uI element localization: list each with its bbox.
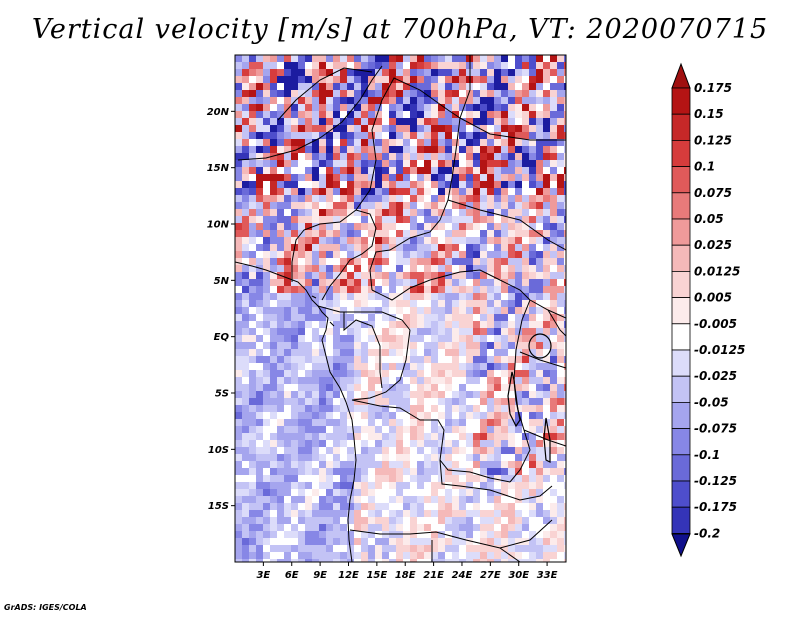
- chad-border: [355, 77, 461, 291]
- lat-tick-label: 15N: [207, 163, 230, 174]
- colorbar-label: 0.175: [694, 81, 732, 95]
- colorbar-box: [671, 166, 691, 194]
- colorbar-box: [671, 349, 691, 377]
- colorbar-box: [671, 270, 691, 298]
- map-frame: [234, 54, 567, 563]
- lon-tick-label: 3E: [256, 570, 270, 581]
- west-africa-coastline: [235, 261, 357, 562]
- colorbar-box: [671, 323, 691, 351]
- colorbar-label: 0.075: [694, 186, 732, 200]
- colorbar-label: 0.005: [694, 291, 732, 305]
- country-borders: [235, 55, 566, 562]
- colorbar-box: [671, 506, 691, 534]
- lon-tick-label: 9E: [313, 570, 327, 581]
- drc-border: [351, 329, 411, 401]
- niger-border: [237, 65, 383, 161]
- colorbar-box: [671, 244, 691, 272]
- lon-tick-label: 6E: [285, 570, 299, 581]
- sudan-border: [459, 55, 566, 141]
- lat-tick-label: 20N: [207, 107, 230, 118]
- botswana-border: [431, 540, 521, 562]
- lon-tick-label: 21E: [423, 570, 444, 581]
- sudan-south-border: [447, 199, 566, 251]
- colorbar-box: [671, 428, 691, 456]
- colorbar-label: 0.05: [694, 212, 724, 226]
- colorbar-box: [671, 375, 691, 403]
- colorbar-label: -0.005: [694, 317, 737, 331]
- gabon-coast-islands: [311, 295, 335, 327]
- colorbar-top-arrow: [671, 62, 691, 89]
- zambia-border: [439, 459, 553, 501]
- lon-tick-label: 18E: [395, 570, 416, 581]
- lat-tick-label: 10S: [208, 445, 229, 456]
- colorbar-box: [671, 218, 691, 246]
- cameroon-south-border: [317, 305, 411, 331]
- colorbar-label: -0.0125: [694, 343, 745, 357]
- colorbar-box: [671, 139, 691, 167]
- lat-tick-label: 5S: [215, 389, 229, 400]
- colorbar-label: -0.05: [694, 395, 729, 409]
- colorbar: 0.175 0.15 0.125 0.1 0.075 0.05 0.025 0.0125 0.0…: [671, 62, 745, 558]
- lon-tick-label: 24E: [452, 570, 473, 581]
- tanzania-border: [519, 351, 566, 447]
- congo-border: [343, 312, 383, 389]
- lat-tick-label: 10N: [207, 220, 230, 231]
- lakes: [507, 333, 552, 463]
- angola-namibia-border: [349, 519, 553, 549]
- lat-tick-label: 5N: [214, 276, 230, 287]
- lake-malawi: [543, 417, 551, 463]
- colorbar-label: -0.175: [694, 500, 737, 514]
- lon-tick-label: 15E: [366, 570, 387, 581]
- vertical-velocity-field: [235, 55, 566, 562]
- lat-tick-label: EQ: [214, 332, 230, 343]
- colorbar-label: -0.025: [694, 369, 737, 383]
- colorbar-box: [671, 192, 691, 220]
- colorbar-label: -0.125: [694, 474, 737, 488]
- colorbar-box: [671, 113, 691, 141]
- map-title: Vertical velocity [m/s] at 700hPa, VT: 2…: [31, 14, 769, 45]
- lon-tick-label: 33E: [537, 570, 558, 581]
- colorbar-label: -0.1: [694, 448, 720, 462]
- lake-victoria: [528, 333, 552, 359]
- colorbar-label: 0.0125: [694, 264, 740, 278]
- lake-tanganyika: [507, 371, 521, 428]
- colorbar-label: 0.025: [694, 238, 732, 252]
- nigeria-border: [291, 209, 377, 301]
- colorbar-box: [671, 454, 691, 482]
- colorbar-box: [671, 297, 691, 325]
- grads-credit: GrADS: IGES/COLA: [4, 603, 87, 612]
- colorbar-label: -0.2: [694, 526, 720, 540]
- car-border: [371, 269, 531, 301]
- niger-libya-border: [277, 67, 373, 121]
- lon-tick-label: 27E: [480, 570, 501, 581]
- colorbar-label: -0.075: [694, 422, 737, 436]
- colorbar-box: [671, 87, 691, 115]
- colorbar-label: 0.125: [694, 133, 732, 147]
- colorbar-label: 0.1: [694, 160, 715, 174]
- lat-tick-label: 15S: [208, 501, 229, 512]
- colorbar-bottom-arrow: [671, 533, 691, 558]
- drc-angola-border: [351, 399, 511, 483]
- colorbar-box: [671, 480, 691, 508]
- colorbar-box: [671, 401, 691, 429]
- colorbar-label: 0.15: [694, 107, 724, 121]
- axis-ticks: 20N 15N 10N 5N EQ 5S 10S 15S 3E 6E 9E 12E 15E 18E 21E 2…: [207, 107, 558, 581]
- lon-tick-label: 12E: [338, 570, 359, 581]
- uganda-kenya-border: [529, 299, 566, 337]
- lon-tick-label: 30E: [508, 570, 529, 581]
